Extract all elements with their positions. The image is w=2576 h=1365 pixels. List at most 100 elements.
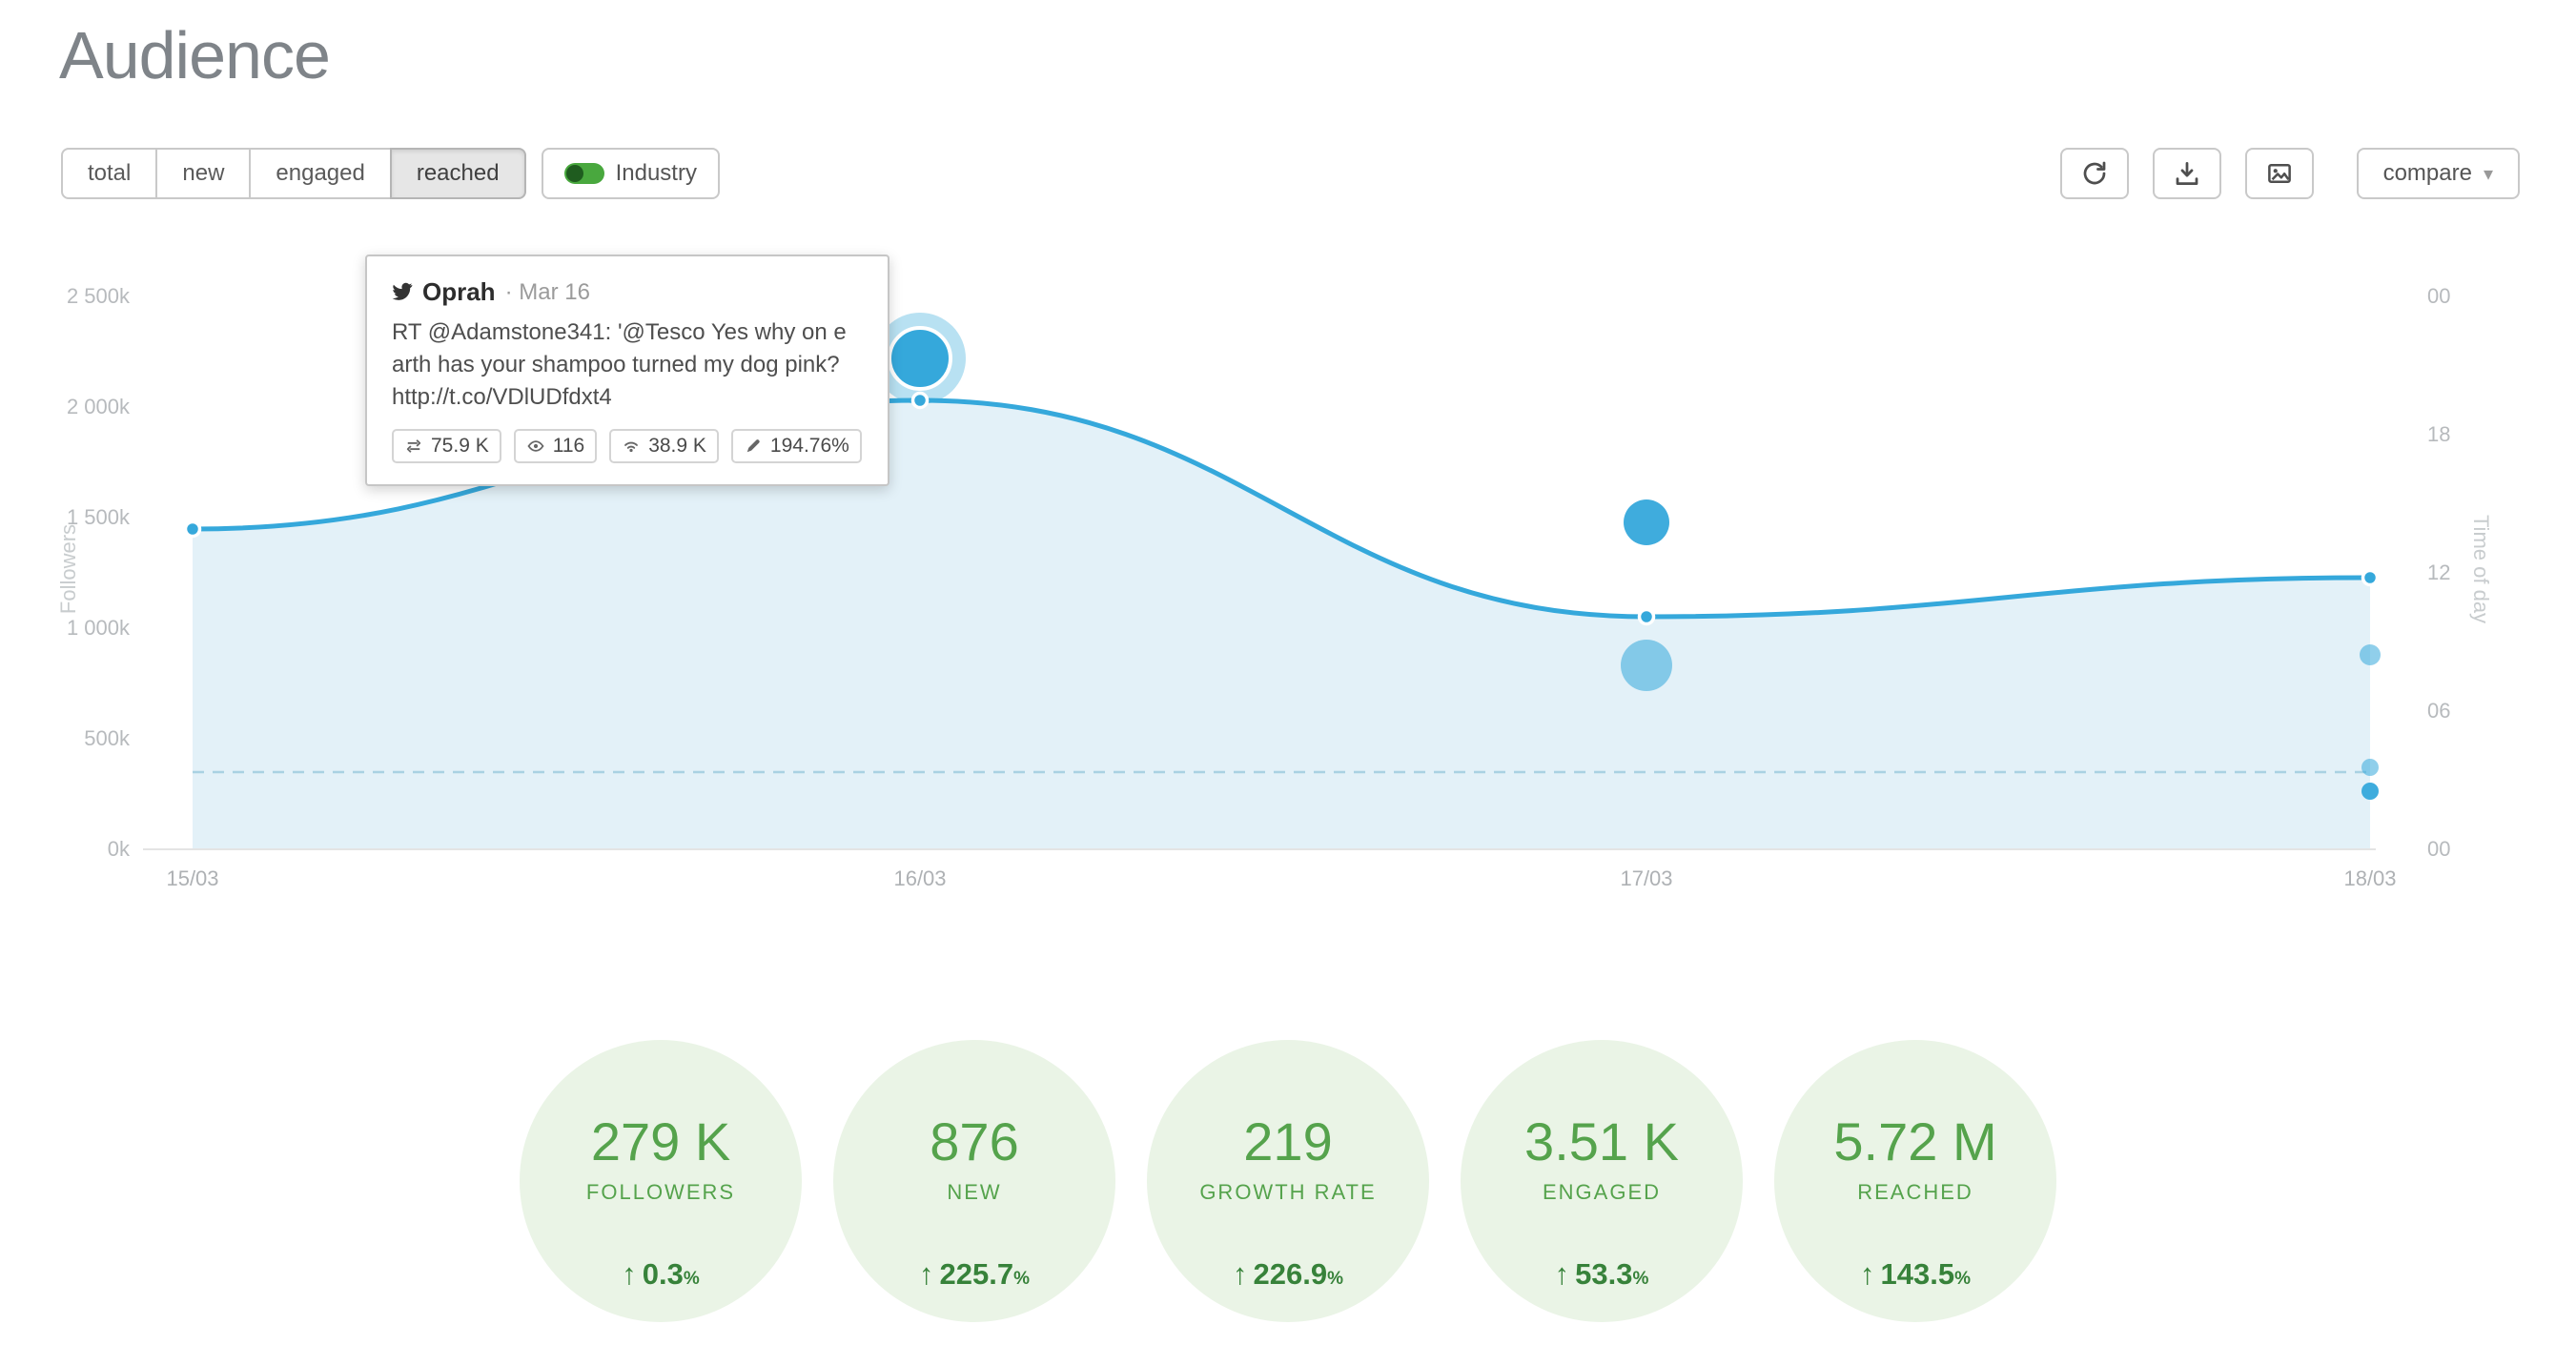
tweet-stats: 75.9 K 116 38.9 K <box>392 429 863 463</box>
toolbar: total new engaged reached Industry <box>61 148 2520 199</box>
chart-point[interactable] <box>2361 568 2380 587</box>
industry-label: Industry <box>615 160 697 186</box>
refresh-button[interactable] <box>2059 148 2129 199</box>
kpi-value: 219 <box>1243 1111 1333 1171</box>
tweet-stat-retweets: 75.9 K <box>392 429 501 463</box>
kpi-delta: ↑ 226.9% <box>1147 1257 1429 1292</box>
eye-icon <box>527 440 544 452</box>
download-icon <box>2176 162 2198 185</box>
kpi-value: 876 <box>930 1111 1019 1171</box>
kpi-label: GROWTH RATE <box>1199 1180 1377 1204</box>
twitter-icon <box>392 282 413 300</box>
kpi-reached: 5.72 M REACHED ↑ 143.5% <box>1774 1040 2056 1322</box>
kpi-delta: ↑ 0.3% <box>520 1257 802 1292</box>
page-title: Audience <box>59 18 331 92</box>
export-image-button[interactable] <box>2244 148 2314 199</box>
kpi-delta-unit: % <box>1632 1269 1649 1289</box>
kpi-delta-value: 53.3 <box>1575 1257 1633 1291</box>
refresh-icon <box>2083 161 2105 185</box>
kpi-delta-unit: % <box>683 1269 700 1289</box>
kpi-followers: 279 K FOLLOWERS ↑ 0.3% <box>520 1040 802 1322</box>
y-tick: 1 500k <box>66 505 130 529</box>
y-tick: 18 <box>2427 422 2451 446</box>
filter-reached-button[interactable]: reached <box>389 148 526 199</box>
up-arrow-icon: ↑ <box>1233 1257 1248 1291</box>
tweet-text-line: http://t.co/VDlUDfdxt4 <box>392 384 612 410</box>
kpi-delta-unit: % <box>1327 1269 1343 1289</box>
stat-value: 116 <box>552 435 585 457</box>
kpi-label: ENGAGED <box>1542 1180 1662 1204</box>
kpi-growth-rate: 219 GROWTH RATE ↑ 226.9% <box>1147 1040 1429 1322</box>
filter-engaged-button[interactable]: engaged <box>249 148 392 199</box>
retweet-icon <box>406 439 421 453</box>
compare-button[interactable]: compare ▾ <box>2356 148 2520 199</box>
x-tick: 18/03 <box>2343 866 2397 890</box>
up-arrow-icon: ↑ <box>919 1257 934 1291</box>
kpi-label: NEW <box>947 1180 1002 1204</box>
chart-point[interactable] <box>183 520 202 539</box>
download-button[interactable] <box>2152 148 2221 199</box>
y-tick: 0k <box>107 837 130 861</box>
industry-toggle-button[interactable]: Industry <box>541 148 720 199</box>
kpi-delta: ↑ 143.5% <box>1774 1257 2056 1292</box>
audience-chart[interactable]: 2 500k 2 000k 1 500k 1 000k 500k 0k 00 18 12 06 0… <box>0 0 2576 953</box>
kpi-value: 5.72 M <box>1833 1111 1997 1171</box>
kpi-value: 279 K <box>590 1111 731 1171</box>
chart-point[interactable] <box>1637 607 1656 626</box>
y-axis-right-title: Time of day <box>2469 514 2493 624</box>
kpi-value: 3.51 K <box>1524 1111 1679 1171</box>
filter-new-button[interactable]: new <box>155 148 252 199</box>
kpi-delta-unit: % <box>1954 1269 1971 1289</box>
stat-value: 38.9 K <box>648 435 706 457</box>
kpi-delta: ↑ 53.3% <box>1461 1257 1743 1292</box>
chart-bubble[interactable] <box>2361 759 2379 776</box>
tweet-text: RT @Adamstone341: '@Tesco Yes why on e ar… <box>392 316 863 414</box>
kpi-delta-value: 225.7 <box>939 1257 1014 1291</box>
tweet-date: · Mar 16 <box>504 278 590 305</box>
chart-bubble[interactable] <box>2361 783 2379 800</box>
kpi-delta-unit: % <box>1013 1269 1030 1289</box>
kpi-delta-value: 143.5 <box>1880 1257 1955 1291</box>
kpi-row: 279 K FOLLOWERS ↑ 0.3% 876 NEW ↑ 225.7% 21… <box>0 1040 2576 1322</box>
x-tick: 17/03 <box>1620 866 1673 890</box>
chart-actions: compare ▾ <box>2059 148 2520 199</box>
y-tick: 00 <box>2427 284 2451 308</box>
kpi-delta-value: 226.9 <box>1253 1257 1328 1291</box>
audience-filter-group: total new engaged reached <box>61 148 526 199</box>
tweet-tooltip-header: Oprah · Mar 16 <box>392 277 863 307</box>
kpi-delta-value: 0.3 <box>642 1257 684 1291</box>
x-tick: 16/03 <box>893 866 947 890</box>
kpi-label: REACHED <box>1857 1180 1973 1204</box>
chart-bubble[interactable] <box>2360 644 2381 665</box>
toggle-on-icon <box>563 163 604 184</box>
tweet-stat-reach: 38.9 K <box>609 429 719 463</box>
kpi-new: 876 NEW ↑ 225.7% <box>833 1040 1115 1322</box>
up-arrow-icon: ↑ <box>1860 1257 1875 1291</box>
tweet-text-line: arth has your shampoo turned my dog pink… <box>392 352 840 377</box>
chart-point[interactable] <box>910 391 930 410</box>
tweet-stat-views: 116 <box>513 429 598 463</box>
stat-value: 75.9 K <box>431 435 489 457</box>
signal-icon <box>624 441 639 453</box>
y-tick: 12 <box>2427 560 2451 584</box>
chart-bubble[interactable] <box>1624 499 1669 545</box>
y-tick: 06 <box>2427 699 2451 723</box>
y-tick: 2 000k <box>66 395 130 418</box>
kpi-delta: ↑ 225.7% <box>833 1257 1115 1292</box>
tweet-text-line: RT @Adamstone341: '@Tesco Yes why on e <box>392 319 847 345</box>
kpi-engaged: 3.51 K ENGAGED ↑ 53.3% <box>1461 1040 1743 1322</box>
y-axis-left-title: Followers <box>56 523 80 615</box>
stat-value: 194.76% <box>769 435 849 457</box>
filter-total-button[interactable]: total <box>61 148 158 199</box>
tweet-author: Oprah <box>422 277 496 306</box>
y-tick: 1 000k <box>66 616 130 640</box>
chart-bubble[interactable] <box>1621 640 1672 691</box>
chevron-down-icon: ▾ <box>2483 163 2493 185</box>
image-icon <box>2267 164 2291 183</box>
y-tick: 00 <box>2427 837 2451 861</box>
y-tick: 500k <box>84 726 130 750</box>
compare-label: compare <box>2382 160 2472 186</box>
x-tick: 15/03 <box>166 866 219 890</box>
chart-bubble[interactable] <box>888 326 952 391</box>
